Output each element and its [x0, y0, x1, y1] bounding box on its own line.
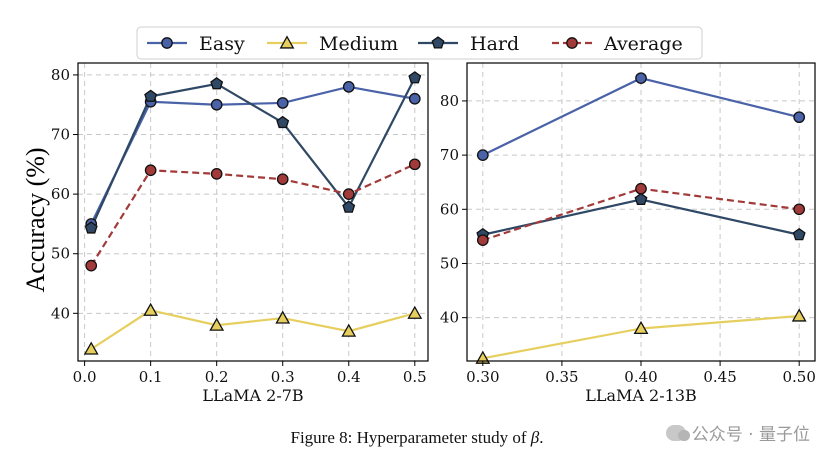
figure: Easy Medium Hard Average 0.0 0.1 0.2 0.3 0.4 0.5… — [21, 26, 816, 405]
series-line-medium — [90, 309, 416, 351]
point-average — [342, 188, 355, 200]
point-hard — [276, 115, 290, 129]
point-medium — [407, 305, 423, 319]
point-hard — [408, 71, 422, 84]
x-tick-label: 0.35 — [545, 368, 578, 386]
y-tick-label: 70 — [51, 126, 70, 144]
y-axis-label: Accuracy (%) — [21, 147, 50, 292]
point-easy — [635, 72, 647, 85]
point-easy — [476, 149, 489, 161]
series-line-easy — [90, 85, 415, 225]
x-tick-label: 0.1 — [139, 368, 163, 386]
y-tick-label: 80 — [51, 66, 70, 84]
series-line-hard — [90, 77, 416, 229]
legend-label-hard: Hard — [470, 33, 519, 55]
x-tick-label: 0.40 — [624, 368, 657, 386]
point-medium — [143, 302, 159, 316]
legend-marker-medium — [279, 35, 295, 49]
legend-marker-easy — [161, 37, 173, 49]
x-axis-label: LLaMA 2-7B — [202, 386, 303, 405]
x-tick-label: 0.30 — [466, 368, 499, 386]
point-medium — [83, 341, 99, 355]
point-easy — [408, 92, 421, 105]
x-tick-label: 0.2 — [205, 368, 229, 386]
point-hard — [634, 192, 648, 206]
y-tick-label: 70 — [440, 146, 459, 164]
point-average — [144, 164, 157, 177]
x-tick-label: 0.5 — [403, 368, 427, 386]
series-line-average — [90, 163, 416, 267]
legend: Easy Medium Hard Average — [136, 26, 703, 60]
chart-llama2-7b: 0.0 0.1 0.2 0.3 0.4 0.5 40 50 60 70 80 LLaMA 2-7B — [51, 62, 429, 405]
point-medium — [209, 317, 225, 331]
x-tick-label: 0.45 — [703, 368, 736, 386]
legend-marker-average — [566, 37, 578, 49]
point-average — [476, 234, 489, 247]
point-hard — [144, 89, 158, 102]
plot-frame — [77, 62, 429, 362]
caption-symbol: β — [530, 428, 540, 447]
y-tick-label: 50 — [51, 245, 70, 263]
point-hard — [342, 200, 356, 213]
y-tick-label: 50 — [440, 254, 459, 272]
point-average — [793, 203, 806, 216]
chart-llama2-13b: 0.30 0.35 0.40 0.45 0.50 40 50 60 70 80 LLaMA 2-13… — [440, 62, 816, 405]
watermark: 公众号 · 量子位 — [665, 420, 810, 445]
point-easy — [210, 98, 223, 111]
y-tick-label: 60 — [51, 185, 70, 203]
point-average — [85, 259, 98, 272]
point-medium — [791, 308, 807, 322]
series-line-easy — [482, 77, 800, 157]
point-easy — [342, 80, 355, 93]
point-hard — [84, 221, 98, 234]
x-axis-label: LLaMA 2-13B — [585, 386, 697, 405]
x-tick-label: 0.4 — [337, 368, 361, 386]
point-easy — [276, 97, 289, 109]
point-medium — [341, 323, 357, 337]
legend-marker-hard — [431, 36, 445, 49]
y-tick-label: 80 — [440, 92, 459, 110]
wechat-icon — [665, 424, 690, 441]
y-tick-label: 60 — [440, 200, 459, 218]
legend-label-medium: Medium — [319, 33, 398, 55]
point-average — [276, 173, 289, 186]
point-average — [635, 182, 647, 195]
point-easy — [793, 111, 806, 124]
point-hard — [792, 227, 806, 241]
point-average — [408, 158, 421, 171]
x-tick-label: 0.0 — [73, 368, 97, 386]
caption-prefix: Figure 8: Hyperparameter study of — [290, 428, 531, 447]
watermark-text: 公众号 · 量子位 — [691, 425, 810, 445]
point-medium — [275, 310, 291, 324]
point-average — [210, 168, 223, 180]
x-tick-label: 0.50 — [782, 368, 815, 386]
point-medium — [633, 320, 649, 335]
y-tick-label: 40 — [440, 309, 459, 327]
point-hard — [210, 77, 224, 90]
y-tick-label: 40 — [51, 304, 70, 322]
caption-suffix: . — [539, 428, 544, 447]
x-tick-label: 0.3 — [271, 368, 295, 386]
legend-label-easy: Easy — [199, 33, 245, 55]
figure-caption: Figure 8: Hyperparameter study of β. — [0, 428, 834, 448]
legend-label-average: Average — [603, 33, 683, 55]
